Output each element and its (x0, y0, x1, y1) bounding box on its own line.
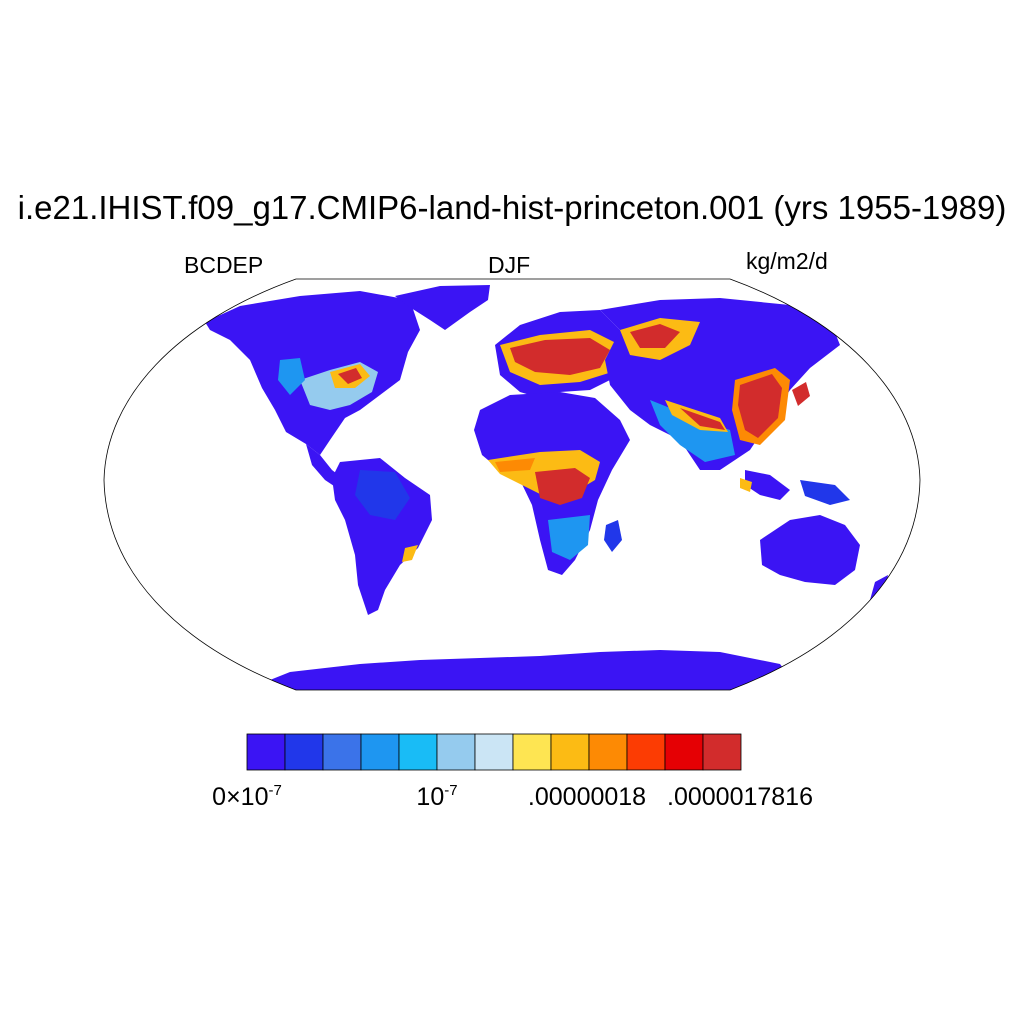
madagascar (604, 520, 622, 552)
colorbar-box-1 (284, 733, 324, 771)
plot-title: i.e21.IHIST.f09_g17.CMIP6-land-hist-prin… (17, 189, 1007, 226)
colorbar-box-4 (398, 733, 438, 771)
colorbar-tick-3: .0000017816 (667, 783, 813, 811)
new-zealand (870, 575, 888, 600)
colorbar-box-12 (702, 733, 742, 771)
australia (760, 515, 860, 585)
north-america (205, 291, 420, 455)
colorbar-tick-2: .00000018 (527, 783, 647, 811)
colorbar-box-5 (436, 733, 476, 771)
colorbar-box-2 (322, 733, 362, 771)
season-label: DJF (488, 252, 531, 278)
colorbar-box-9 (588, 733, 628, 771)
colorbar (246, 733, 742, 771)
colorbar-box-3 (360, 733, 400, 771)
units-label: kg/m2/d (746, 248, 828, 274)
land-field (205, 285, 888, 690)
southeast-asia (745, 470, 790, 500)
colorbar-box-0 (246, 733, 286, 771)
globe-outline (103, 278, 921, 691)
antarctica (245, 650, 800, 690)
variable-label: BCDEP (184, 252, 264, 278)
colorbar-box-6 (474, 733, 514, 771)
colorbar-tick-1: 10-7 (416, 782, 458, 811)
colorbar-box-10 (626, 733, 666, 771)
greenland (395, 285, 490, 330)
colorbar-box-7 (512, 733, 552, 771)
colorbar-box-8 (550, 733, 590, 771)
colorbar-box-11 (664, 733, 704, 771)
colorbar-tick-0: 0×10-7 (212, 782, 282, 811)
